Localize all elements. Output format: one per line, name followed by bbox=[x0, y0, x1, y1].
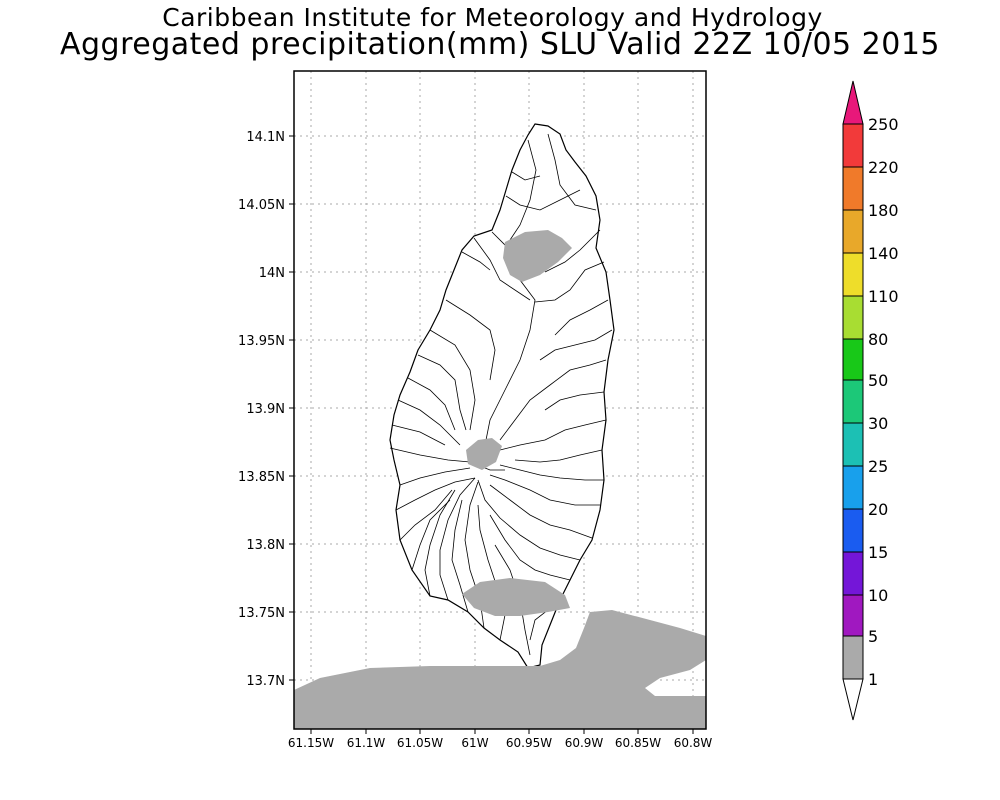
y-axis: 14.1N 14.05N 14N 13.95N 13.9N 13.85N 13.… bbox=[238, 130, 294, 689]
x-tick-label: 61.05W bbox=[397, 736, 443, 750]
colorbar-top-triangle bbox=[842, 80, 864, 125]
precip-area-north bbox=[503, 230, 572, 282]
y-tick-label: 13.8N bbox=[246, 538, 285, 553]
legend-label: 30 bbox=[868, 414, 888, 433]
x-tick-label: 61W bbox=[461, 736, 488, 750]
colorbar-swatch bbox=[842, 295, 864, 340]
colorbar-swatch bbox=[842, 379, 864, 424]
map-frame bbox=[293, 70, 707, 730]
legend-label: 25 bbox=[868, 457, 888, 476]
x-axis: 61.15W 61.1W 61.05W 61W 60.95W 60.9W 60.… bbox=[288, 729, 713, 750]
colorbar-swatches bbox=[842, 80, 864, 721]
colorbar-swatch bbox=[842, 422, 864, 467]
y-tick-label: 13.85N bbox=[238, 470, 285, 485]
y-tick-label: 14.05N bbox=[238, 198, 285, 213]
colorbar-swatch bbox=[842, 551, 864, 596]
legend-label: 250 bbox=[868, 115, 899, 134]
legend-label: 20 bbox=[868, 500, 888, 519]
y-tick-label: 13.75N bbox=[238, 606, 285, 621]
legend-label: 1 bbox=[868, 670, 878, 689]
x-tick-label: 60.9W bbox=[565, 736, 604, 750]
map-title: Aggregated precipitation(mm) SLU Valid 2… bbox=[59, 27, 941, 62]
x-tick-label: 60.85W bbox=[615, 736, 661, 750]
colorbar-bottom-triangle bbox=[842, 678, 864, 721]
legend-label: 15 bbox=[868, 543, 888, 562]
x-tick-label: 61.1W bbox=[347, 736, 386, 750]
legend-label: 180 bbox=[868, 201, 899, 220]
legend-label: 220 bbox=[868, 158, 899, 177]
river-network bbox=[389, 133, 613, 656]
y-tick-label: 14.1N bbox=[246, 130, 285, 145]
colorbar-swatch bbox=[842, 465, 864, 510]
legend-label: 5 bbox=[868, 627, 878, 646]
colorbar-swatch bbox=[842, 123, 864, 168]
precip-colorbar: 250 220 180 140 110 80 50 30 25 20 15 10… bbox=[842, 80, 899, 721]
colorbar-swatch bbox=[842, 508, 864, 553]
precip-area-central bbox=[466, 438, 502, 470]
y-tick-label: 13.7N bbox=[246, 674, 285, 689]
x-tick-label: 60.8W bbox=[674, 736, 713, 750]
colorbar-swatch bbox=[842, 209, 864, 254]
precip-area-sea bbox=[294, 610, 706, 729]
legend-label: 80 bbox=[868, 330, 888, 349]
colorbar-swatch bbox=[842, 635, 864, 680]
legend-label: 10 bbox=[868, 586, 888, 605]
legend-label: 110 bbox=[868, 287, 899, 306]
colorbar-swatch bbox=[842, 166, 864, 211]
x-tick-label: 60.95W bbox=[506, 736, 552, 750]
legend-label: 140 bbox=[868, 244, 899, 263]
x-tick-label: 61.15W bbox=[288, 736, 334, 750]
y-tick-label: 13.95N bbox=[238, 334, 285, 349]
precip-area-south bbox=[462, 578, 570, 616]
legend-label: 50 bbox=[868, 371, 888, 390]
y-tick-label: 13.9N bbox=[246, 402, 285, 417]
institute-title: Caribbean Institute for Meteorology and … bbox=[162, 3, 823, 32]
colorbar-swatch bbox=[842, 594, 864, 637]
precipitation-areas bbox=[294, 230, 706, 729]
colorbar-swatch bbox=[842, 252, 864, 297]
y-tick-label: 14N bbox=[259, 266, 285, 281]
colorbar-swatch bbox=[842, 338, 864, 381]
